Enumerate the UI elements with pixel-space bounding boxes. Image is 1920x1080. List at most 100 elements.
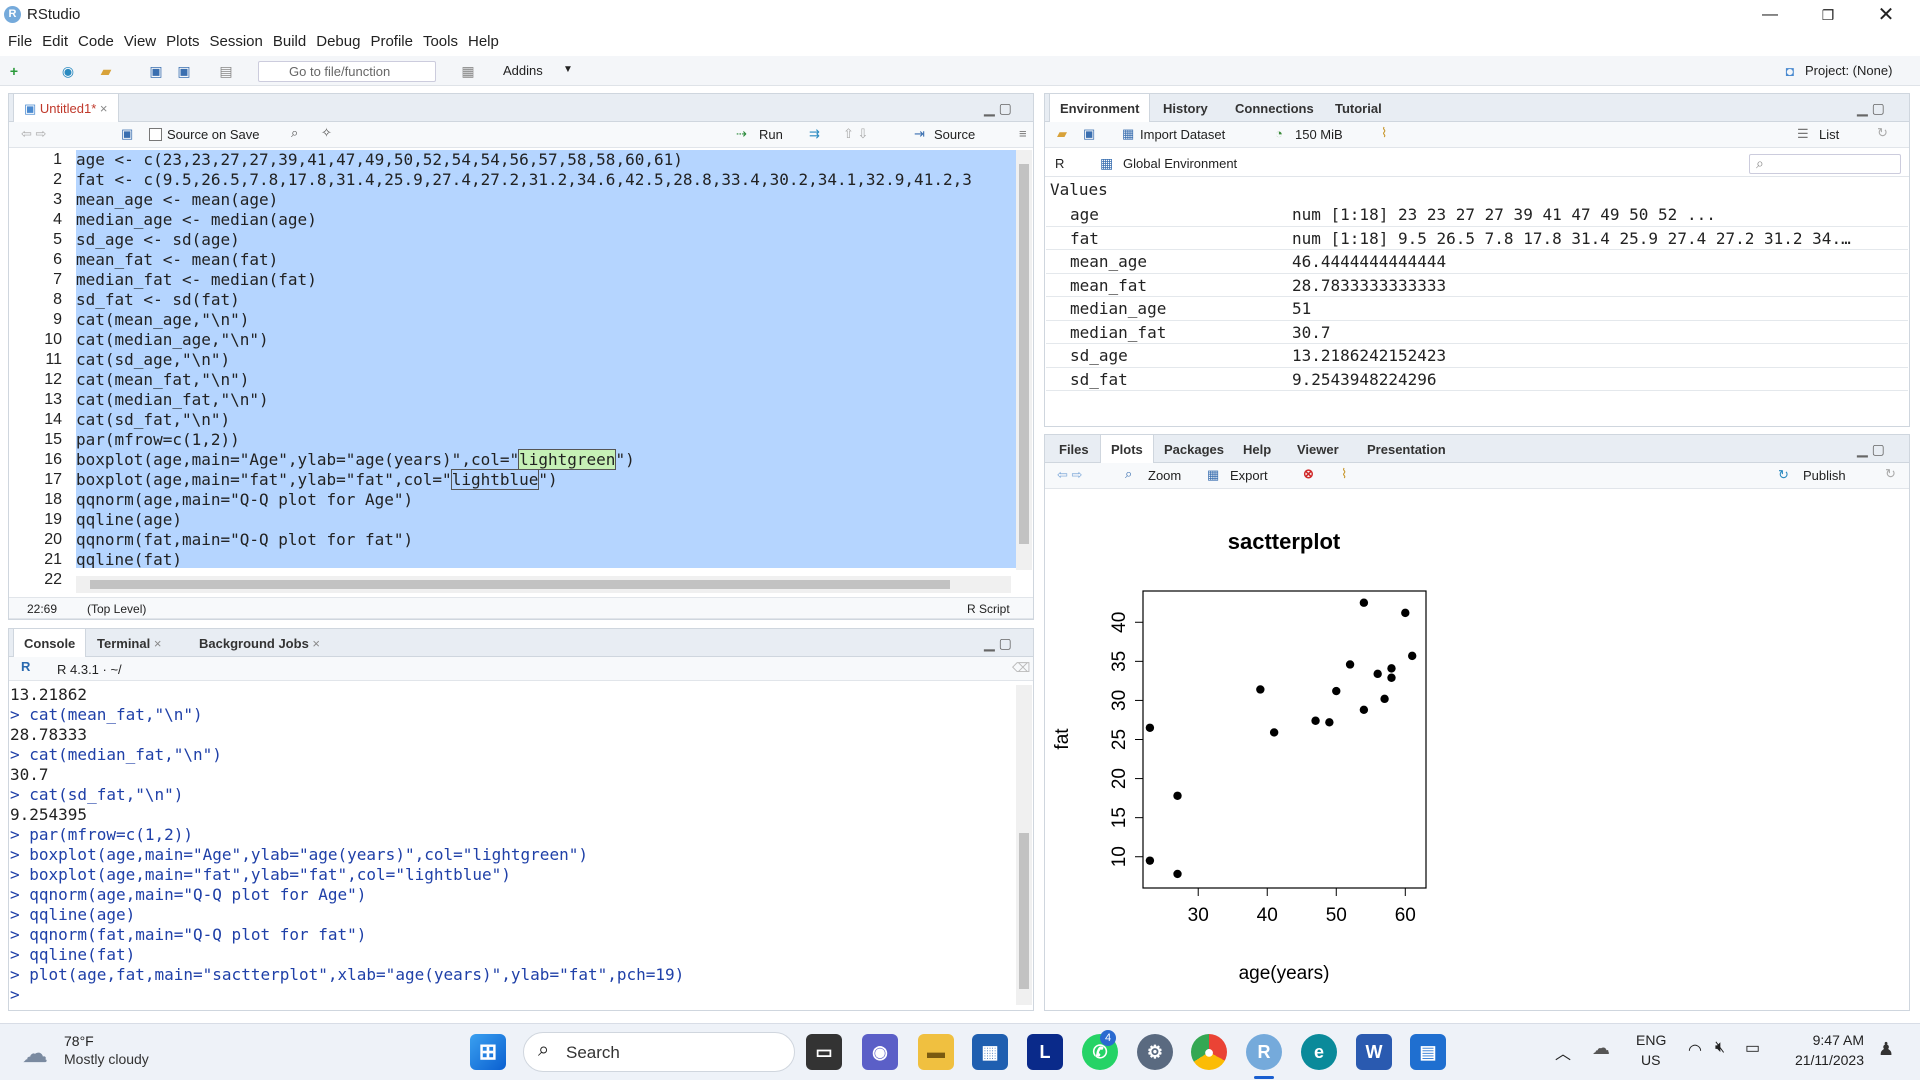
close-terminal-icon[interactable]: × <box>150 636 162 651</box>
close-window-button[interactable]: ✕ <box>1877 4 1895 26</box>
clear-plots-icon[interactable]: ⌇ <box>1341 466 1348 481</box>
notepad-icon[interactable]: ▤ <box>1410 1034 1446 1070</box>
editor-hscrollbar[interactable] <box>76 576 1011 593</box>
refresh-plot-icon[interactable]: ↻ <box>1885 466 1896 481</box>
outline-icon[interactable]: ≡ <box>1019 126 1027 141</box>
environment-select[interactable]: Global Environment <box>1123 156 1238 171</box>
refresh-env-icon[interactable]: ↻ <box>1877 125 1888 140</box>
tab-terminal[interactable]: Terminal × <box>87 629 171 657</box>
project-menu[interactable]: Project: (None) <box>1805 63 1893 78</box>
tab-files[interactable]: Files <box>1059 442 1089 457</box>
weather-desc[interactable]: Mostly cloudy <box>64 1051 149 1067</box>
wifi-icon[interactable]: ◠ <box>1688 1042 1702 1059</box>
source-icon[interactable]: ⇥ <box>914 126 925 141</box>
tab-connections[interactable]: Connections <box>1235 101 1314 116</box>
print-icon[interactable]: ▤ <box>219 63 233 79</box>
rerun-icon[interactable]: ⇉ <box>809 126 820 141</box>
plots-minimize-icon[interactable]: ▁ ▢ <box>1857 441 1885 457</box>
editor-hscroll-thumb[interactable] <box>90 580 950 589</box>
tab-environment[interactable]: Environment <box>1049 94 1151 122</box>
scope-selector[interactable]: (Top Level) <box>87 602 147 616</box>
editor-save-icon[interactable]: ▣ <box>121 126 134 141</box>
code-line[interactable]: cat(mean_age,"\n") <box>76 310 1016 330</box>
notification-bell-icon[interactable]: ♟ <box>1878 1039 1895 1059</box>
env-row[interactable]: median_age 51 <box>1046 297 1908 321</box>
code-line[interactable]: cat(median_fat,"\n") <box>76 390 1016 410</box>
memory-usage[interactable]: 150 MiB <box>1295 127 1343 142</box>
export-button[interactable]: Export <box>1230 468 1268 483</box>
workspace-panes-icon[interactable]: ▦ <box>461 63 475 79</box>
env-row[interactable]: age num [1:18] 23 23 27 27 39 41 47 49 50… <box>1046 203 1908 227</box>
restore-button[interactable]: ❐ <box>1821 7 1835 23</box>
code-line[interactable]: median_age <- median(age) <box>76 210 1016 230</box>
menu-tools[interactable]: Tools <box>422 33 458 50</box>
lang-us[interactable]: US <box>1641 1052 1661 1068</box>
source-button[interactable]: Source <box>934 127 976 142</box>
file-explorer-icon[interactable]: ▬ <box>918 1034 954 1070</box>
broom-icon[interactable]: ⌇ <box>1381 125 1388 140</box>
windows-start-icon[interactable]: ⊞ <box>470 1034 506 1070</box>
addins-menu[interactable]: Addins <box>503 63 543 78</box>
code-line[interactable]: age <- c(23,23,27,27,39,41,47,49,50,52,5… <box>76 150 1016 170</box>
clear-console-icon[interactable]: ⌫ <box>1012 660 1031 675</box>
clock-date[interactable]: 21/11/2023 <box>1794 1052 1864 1068</box>
up-icon[interactable]: ⇧ ⇩ <box>843 126 869 141</box>
l-app-icon[interactable]: L <box>1027 1034 1063 1070</box>
store-icon[interactable]: ▦ <box>972 1034 1008 1070</box>
code-line[interactable]: cat(median_age,"\n") <box>76 330 1016 350</box>
env-row[interactable]: mean_age 46.4444444444444 <box>1046 250 1908 274</box>
clock-time[interactable]: 9:47 AM <box>1812 1032 1864 1048</box>
code-editor[interactable]: age <- c(23,23,27,27,39,41,47,49,50,52,5… <box>76 150 1016 568</box>
battery-icon[interactable]: ▭ <box>1745 1040 1761 1057</box>
new-project-icon[interactable]: ◉ <box>61 63 75 79</box>
code-line[interactable]: cat(sd_age,"\n") <box>76 350 1016 370</box>
language-select[interactable]: R <box>1055 156 1065 171</box>
env-search-input[interactable]: ⌕ <box>1749 154 1901 174</box>
teams-icon[interactable]: ◉ <box>862 1034 898 1070</box>
zoom-button[interactable]: Zoom <box>1148 468 1182 483</box>
minimize-pane-icon[interactable]: ▁ ▢ <box>984 100 1012 116</box>
menu-edit[interactable]: Edit <box>42 33 69 50</box>
save-all-icon[interactable]: ▣ <box>177 63 191 79</box>
show-hidden-icons-chevron[interactable]: ︿ <box>1555 1046 1572 1063</box>
menu-debug[interactable]: Debug <box>316 33 361 50</box>
editor-scroll-thumb[interactable] <box>1019 164 1029 544</box>
menu-session[interactable]: Session <box>209 33 263 50</box>
code-line[interactable]: qqline(age) <box>76 510 1016 530</box>
find-icon[interactable]: ⌕ <box>291 125 299 140</box>
remove-plot-icon[interactable]: ⊗ <box>1303 466 1314 481</box>
code-line[interactable]: qqnorm(fat,main="Q-Q plot for fat") <box>76 530 1016 550</box>
tab-plots[interactable]: Plots <box>1100 435 1154 463</box>
code-line[interactable]: mean_age <- mean(age) <box>76 190 1016 210</box>
code-line[interactable]: cat(mean_fat,"\n") <box>76 370 1016 390</box>
tab-packages[interactable]: Packages <box>1164 442 1224 457</box>
code-line[interactable]: fat <- c(9.5,26.5,7.8,17.8,31.4,25.9,27.… <box>76 170 1016 190</box>
code-line[interactable]: sd_fat <- sd(fat) <box>76 290 1016 310</box>
tab-history[interactable]: History <box>1163 101 1208 116</box>
view-mode-select[interactable]: List <box>1819 127 1840 142</box>
code-line[interactable]: qqline(fat) <box>76 550 1016 568</box>
load-workspace-icon[interactable]: ▰ <box>1057 126 1067 141</box>
edge-icon[interactable]: e <box>1301 1034 1337 1070</box>
tab-background-jobs[interactable]: Background Jobs × <box>189 629 330 657</box>
menu-plots[interactable]: Plots <box>166 33 200 50</box>
editor-vscrollbar[interactable] <box>1016 150 1032 570</box>
menu-profile[interactable]: Profile <box>370 33 413 50</box>
close-jobs-icon[interactable]: × <box>308 636 321 651</box>
weather-temp[interactable]: 78°F <box>64 1033 94 1049</box>
run-button[interactable]: Run <box>759 127 783 142</box>
code-line[interactable]: boxplot(age,main="fat",ylab="fat",col="l… <box>76 469 1016 490</box>
code-line[interactable]: sd_age <- sd(age) <box>76 230 1016 250</box>
console-vscrollbar[interactable] <box>1016 685 1032 1005</box>
console-minimize-icon[interactable]: ▁ ▢ <box>984 635 1012 651</box>
tab-console[interactable]: Console <box>13 629 87 657</box>
new-file-icon[interactable]: + <box>9 63 19 79</box>
save-workspace-icon[interactable]: ▣ <box>1083 126 1096 141</box>
open-file-icon[interactable]: ▰ <box>100 63 112 79</box>
filetype-selector[interactable]: R Script <box>967 602 1010 616</box>
env-row[interactable]: mean_fat 28.7833333333333 <box>1046 274 1908 297</box>
code-line[interactable]: mean_fat <- mean(fat) <box>76 250 1016 270</box>
code-tools-icon[interactable]: ✧ <box>321 125 332 140</box>
menu-build[interactable]: Build <box>272 33 307 50</box>
env-minimize-icon[interactable]: ▁ ▢ <box>1857 100 1885 116</box>
